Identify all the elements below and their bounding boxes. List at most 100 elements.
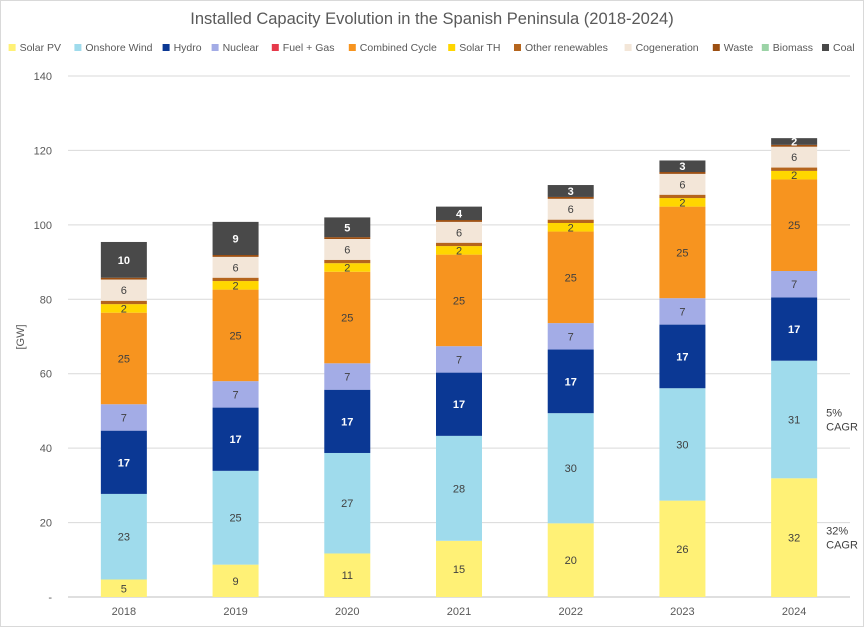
bar-hydro-2024 [771,297,818,361]
bar-other-renewables-2022 [547,219,594,223]
bar-cogeneration-2018 [100,279,147,301]
legend-label-nuclear: Nuclear [223,42,260,54]
data-label-solar-th-2024: 2 [791,170,797,182]
bar-solar-pv-2022 [547,523,594,597]
annotation-solar-pv-cagr: 32% CAGR [826,526,858,552]
data-label-nuclear-2023: 7 [679,306,685,318]
data-label-nuclear-2018: 7 [121,412,127,424]
legend-swatch-solar-th [448,44,456,51]
bar-waste-2018 [100,277,147,280]
bar-coal-2024 [771,138,818,145]
data-label-solar-pv-2024: 32 [788,533,800,545]
bar-cogeneration-2019 [212,256,259,278]
legend-label-solar-pv: Solar PV [20,42,61,54]
legend-label-combined-cycle: Combined Cycle [360,42,437,54]
bar-onshore-wind-2020 [324,452,371,554]
annotations: 5% CAGR 32% CAGR [826,407,858,551]
bar-coal-2018 [100,241,147,278]
bar-coal-2023 [659,160,706,173]
bar-solar-pv-2023 [659,500,706,597]
legend-item-biomass: Biomass [761,42,813,54]
x-tick-label-2021: 2021 [447,606,471,618]
data-label-onshore-wind-2021: 28 [453,483,465,495]
data-label-coal-2022: 3 [568,186,574,198]
bar-solar-th-2024 [771,170,818,180]
bar-coal-2020 [324,217,371,238]
legend-label-onshore-wind: Onshore Wind [85,42,152,54]
data-label-onshore-wind-2018: 23 [118,532,130,544]
data-label-coal-2020: 5 [344,222,350,234]
data-label-solar-pv-2023: 26 [676,544,688,556]
data-label-combined-cycle-2023: 25 [676,247,688,259]
legend-item-solar-pv: Solar PV [8,42,61,54]
bar-coal-2021 [436,206,482,221]
legend-item-coal: Coal [822,42,855,54]
data-label-onshore-wind-2024: 31 [788,414,800,426]
bar-other-renewables-2021 [436,242,482,247]
data-label-cogeneration-2021: 6 [456,227,462,239]
bar-waste-2020 [324,237,371,239]
data-label-coal-2024: 2 [791,136,797,148]
bar-combined-cycle-2020 [324,271,371,364]
bar-cogeneration-2020 [324,238,371,260]
legend-label-cogeneration: Cogeneration [636,42,699,54]
bar-other-renewables-2019 [212,277,259,282]
bar-combined-cycle-2021 [436,254,482,347]
x-tick-label-2019: 2019 [223,606,247,618]
legend-label-solar-th: Solar TH [459,42,500,54]
bar-combined-cycle-2018 [100,312,147,405]
bar-nuclear-2019 [212,381,259,408]
data-label-combined-cycle-2024: 25 [788,220,800,232]
data-label-solar-pv-2018: 5 [121,583,127,595]
bar-hydro-2022 [547,349,594,414]
bar-hydro-2019 [212,407,259,471]
bar-solar-pv-2019 [212,564,259,597]
bar-hydro-2021 [436,372,482,436]
data-label-cogeneration-2024: 6 [791,152,797,164]
bar-coal-2019 [212,221,259,256]
y-tick-label-100: 100 [34,220,52,232]
y-tick-label-140: 140 [34,71,52,83]
data-label-cogeneration-2022: 6 [568,204,574,216]
legend-swatch-coal [822,44,829,51]
legend-swatch-fuel-gas [271,44,279,51]
data-label-coal-2018: 10 [118,255,130,267]
bar-stack-2019: 9 25 17 7 25 2 6 9 [212,221,259,597]
bar-combined-cycle-2024 [771,179,818,272]
bar-nuclear-2021 [436,346,482,373]
bar-solar-th-2020 [324,263,371,272]
legend-swatch-onshore-wind [74,44,82,51]
y-tick-label-80: 80 [40,294,52,306]
bar-hydro-2018 [100,430,147,494]
bar-onshore-wind-2024 [771,360,818,479]
bar-onshore-wind-2019 [212,470,259,565]
data-label-hydro-2023: 17 [676,351,688,363]
annotation-onshore-wind-cagr: 5% CAGR [826,407,858,433]
y-axis-label: [GW] [15,324,27,349]
data-label-coal-2023: 3 [679,161,685,173]
y-tick-label-60: 60 [40,369,52,381]
data-label-solar-th-2018: 2 [121,303,127,315]
bar-cogeneration-2023 [659,173,706,195]
bar-other-renewables-2024 [771,167,818,171]
data-label-nuclear-2019: 7 [233,389,239,401]
data-label-hydro-2021: 17 [453,399,465,411]
x-tick-label-2020: 2020 [335,606,359,618]
data-label-solar-pv-2022: 20 [565,555,577,567]
x-tick-label-2023: 2023 [670,606,694,618]
bar-onshore-wind-2022 [547,413,594,524]
legend-item-other-renewables: Other renewables [514,42,608,54]
data-label-solar-th-2023: 2 [679,197,685,209]
legend-label-fuel-gas: Fuel + Gas [283,42,335,54]
bar-solar-pv-2021 [436,540,482,597]
legend: Solar PV Onshore Wind Hydro Nuclear Fuel + G… [8,42,855,54]
bar-combined-cycle-2022 [547,231,594,324]
bars: 5231772526109251772526911271772526515281… [100,136,818,597]
legend-swatch-waste [712,44,720,51]
data-label-solar-th-2020: 2 [344,262,350,274]
bar-solar-th-2023 [659,198,706,207]
data-label-cogeneration-2019: 6 [233,262,239,274]
data-label-combined-cycle-2020: 25 [341,313,353,325]
data-label-solar-th-2022: 2 [568,222,574,234]
data-label-cogeneration-2020: 6 [344,244,350,256]
